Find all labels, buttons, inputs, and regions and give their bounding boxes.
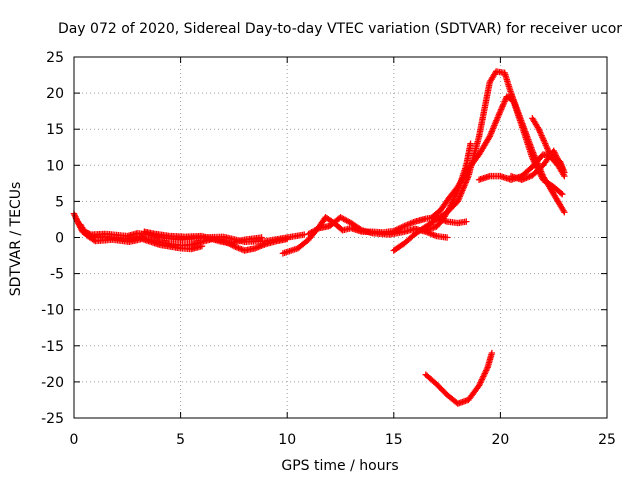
y-tick-label: 5 [55, 194, 64, 210]
plot-frame [73, 56, 608, 419]
y-tick-label: -15 [41, 339, 64, 355]
y-tick-label: 25 [46, 50, 64, 66]
data-point [90, 236, 98, 244]
data-point [443, 234, 451, 241]
data-series-track-9 [428, 93, 566, 221]
data-point [559, 190, 566, 198]
x-tick-label: 10 [278, 432, 296, 448]
grid-lines [74, 57, 607, 418]
data-series-track-7 [390, 68, 568, 254]
data-point [488, 349, 496, 357]
x-tick-label: 25 [598, 432, 616, 448]
x-tick-label: 0 [70, 432, 79, 448]
y-tick-label: 20 [46, 86, 64, 102]
data-series-track-12 [529, 115, 568, 180]
y-tick-label: -5 [50, 267, 64, 283]
y-tick-label: -10 [41, 303, 64, 319]
y-tick-label: 10 [46, 158, 64, 174]
data-point [357, 226, 364, 233]
y-axis-label: SDTVAR / TECUs [8, 182, 24, 297]
y-tick-label: 15 [46, 122, 64, 138]
axis-ticks: 0 5 10 15 20 25 -25 -20 -15 -10 -5 0 5 10 15 20 25 [41, 50, 616, 448]
y-tick-label: -25 [41, 411, 64, 427]
data-series [70, 68, 568, 407]
chart-title: Day 072 of 2020, Sidereal Day-to-day VTE… [58, 21, 622, 37]
data-point [258, 234, 265, 241]
x-tick-label: 15 [385, 432, 403, 448]
data-point [301, 231, 308, 238]
data-point [561, 172, 568, 180]
x-tick-label: 20 [491, 432, 509, 448]
data-point [561, 209, 568, 216]
data-series-track-4 [141, 228, 265, 247]
x-tick-label: 5 [176, 432, 185, 448]
data-point [557, 189, 565, 197]
x-axis-label: GPS time / hours [281, 458, 398, 474]
data-point [198, 242, 206, 250]
data-series-track-13 [422, 349, 496, 407]
data-point [463, 218, 470, 225]
data-series-track-3 [77, 221, 206, 253]
y-tick-label: -20 [41, 375, 64, 391]
y-tick-label: 0 [55, 231, 64, 247]
data-point [467, 140, 474, 147]
